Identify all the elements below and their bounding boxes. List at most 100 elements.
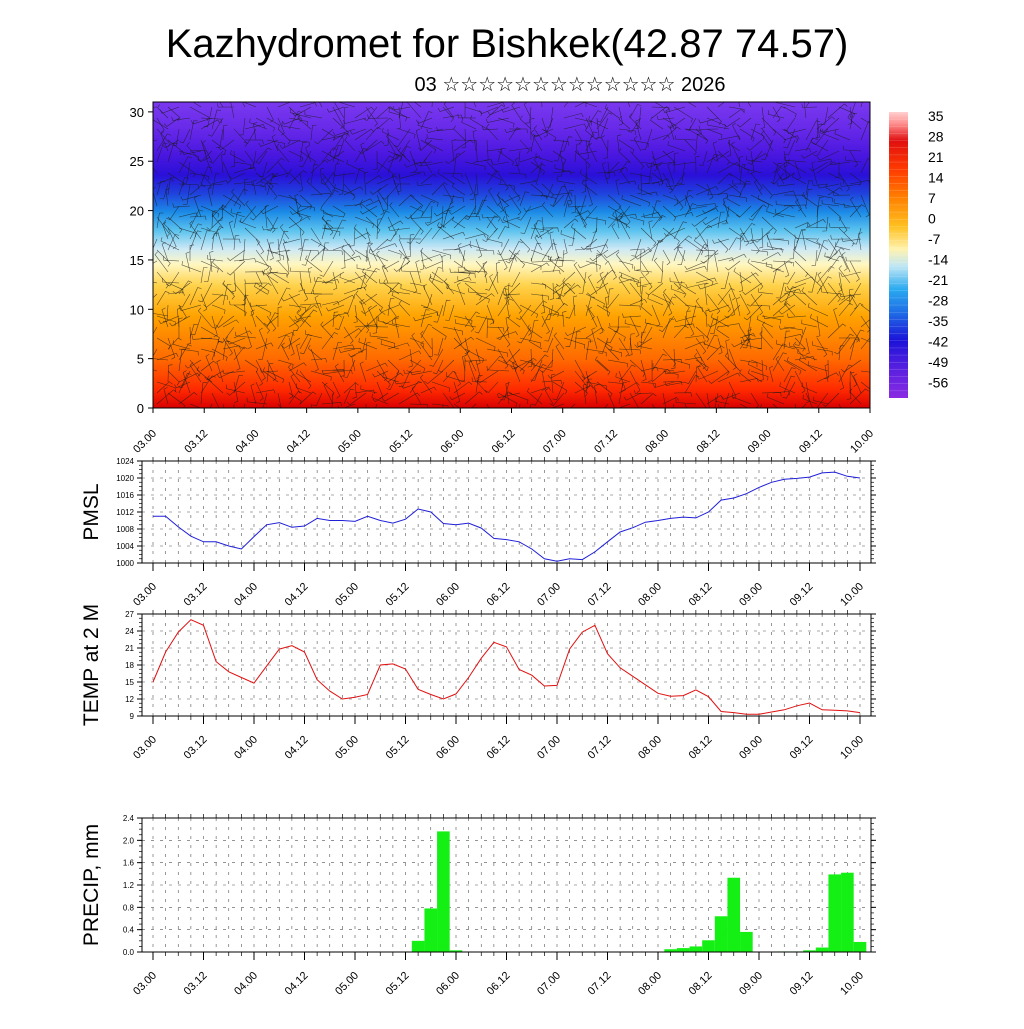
x-tick-label: 03.12 — [182, 734, 210, 762]
pmsl-panel: 1000 1004 1008 1012 1016 1020 1024 03.00 03.12 04… — [80, 457, 876, 609]
y-tick-label: 1004 — [116, 542, 134, 551]
heatmap-x-tick-label: 05.12 — [387, 428, 415, 456]
x-tick-label: 07.12 — [586, 581, 614, 609]
y-tick-label: 1012 — [116, 508, 134, 517]
x-tick-label: 07.12 — [586, 970, 614, 998]
x-tick-label: 06.00 — [434, 734, 462, 762]
x-tick-label: 09.00 — [737, 581, 765, 609]
x-tick-label: 08.12 — [687, 970, 715, 998]
pmsl-line — [153, 471, 861, 562]
precip-bar — [815, 947, 829, 952]
colorbar-label: 21 — [928, 149, 944, 165]
colorbar-label: -14 — [928, 252, 948, 268]
colorbar-label: 14 — [928, 170, 944, 186]
x-tick-label: 09.12 — [788, 734, 816, 762]
y-tick-label: 1000 — [116, 559, 134, 568]
x-tick-label: 06.12 — [485, 581, 513, 609]
temp-2m-axis-label: TEMP at 2 M — [80, 604, 103, 726]
precip-bar — [841, 872, 854, 952]
y-tick-label: 18 — [125, 661, 134, 670]
x-tick-label: 09.00 — [737, 970, 765, 998]
x-tick-label: 05.00 — [333, 581, 361, 609]
colorbar-label: 28 — [928, 129, 944, 145]
x-tick-label: 04.00 — [232, 970, 260, 998]
x-tick-label: 04.00 — [232, 581, 260, 609]
precip-bar — [411, 940, 425, 952]
x-tick-label: 05.12 — [384, 734, 412, 762]
heatmap-x-tick-label: 05.00 — [336, 428, 364, 456]
colorbar-label: 7 — [928, 190, 936, 206]
precip-bar — [664, 949, 677, 952]
colorbar-label: -35 — [928, 313, 948, 329]
x-tick-label: 05.00 — [333, 734, 361, 762]
precip-axis-label: PRECIP, mm — [80, 824, 103, 946]
y-tick-label: 0.4 — [123, 926, 135, 935]
x-tick-label: 04.00 — [232, 734, 260, 762]
x-tick-label: 08.00 — [636, 970, 664, 998]
colorbar-label: 35 — [928, 108, 944, 124]
y-tick-label: 0.0 — [123, 948, 135, 957]
heatmap-y-tick-label: 30 — [130, 105, 144, 120]
x-tick-label: 05.12 — [384, 581, 412, 609]
temp-2m-line — [152, 619, 861, 715]
heatmap-y-tick-label: 5 — [137, 352, 144, 367]
x-tick-label: 07.00 — [535, 581, 563, 609]
y-tick-label: 2.4 — [123, 814, 135, 823]
colorbar-label: -28 — [928, 293, 948, 309]
y-tick-label: 24 — [125, 627, 134, 636]
heatmap-x-tick-label: 08.00 — [643, 428, 671, 456]
y-tick-label: 27 — [125, 610, 134, 619]
colorbar-label: -56 — [928, 375, 948, 391]
precip-bar — [424, 908, 438, 952]
heatmap-x-tick-label: 10.00 — [848, 428, 876, 456]
heatmap-x-tick-label: 06.12 — [490, 428, 518, 456]
x-tick-label: 04.12 — [283, 734, 311, 762]
colorbar-label: 0 — [928, 211, 936, 227]
heatmap-x-tick-label: 07.00 — [541, 428, 569, 456]
x-tick-label: 03.00 — [131, 734, 159, 762]
y-tick-label: 1016 — [116, 491, 134, 500]
x-tick-label: 08.12 — [687, 734, 715, 762]
x-tick-label: 10.00 — [838, 581, 866, 609]
x-tick-label: 10.00 — [838, 734, 866, 762]
x-tick-label: 04.12 — [283, 970, 311, 998]
precip-bar — [727, 877, 741, 952]
x-tick-label: 06.00 — [434, 581, 462, 609]
precip-bar — [437, 831, 450, 952]
heatmap-field — [153, 102, 870, 408]
temperature-section-panel: 0 5 10 15 20 25 30 03.00 03.12 04.00 04.12 05.00 05.… — [130, 101, 876, 456]
y-tick-label: 9 — [130, 712, 135, 721]
x-tick-label: 09.12 — [788, 581, 816, 609]
x-tick-label: 03.00 — [131, 581, 159, 609]
x-tick-label: 06.12 — [485, 970, 513, 998]
colorbar-label: -42 — [928, 334, 948, 350]
heatmap-y-tick-label: 0 — [137, 401, 144, 416]
y-tick-label: 12 — [125, 695, 134, 704]
x-tick-label: 07.00 — [535, 970, 563, 998]
heatmap-y-tick-label: 20 — [130, 204, 144, 219]
x-tick-label: 04.12 — [283, 581, 311, 609]
precip-bar — [740, 931, 753, 952]
precip-bar — [676, 948, 690, 952]
x-tick-label: 03.00 — [131, 970, 159, 998]
x-tick-label: 08.12 — [687, 581, 715, 609]
x-tick-label: 09.00 — [737, 734, 765, 762]
x-tick-label: 07.00 — [535, 734, 563, 762]
wind-barbs — [153, 102, 870, 408]
y-tick-label: 1008 — [116, 525, 134, 534]
heatmap-x-tick-label: 03.12 — [182, 428, 210, 456]
heatmap-y-tick-label: 10 — [130, 302, 144, 317]
x-tick-label: 10.00 — [838, 970, 866, 998]
heatmap-y-tick-label: 15 — [130, 253, 144, 268]
x-tick-label: 06.12 — [485, 734, 513, 762]
heatmap-x-tick-label: 06.00 — [438, 428, 466, 456]
precip-panel: 0.0 0.4 0.8 1.2 1.6 2.0 2.4 03.00 03.12 04.00 04.1… — [80, 814, 876, 998]
y-tick-label: 0.8 — [123, 903, 135, 912]
x-tick-label: 05.00 — [333, 970, 361, 998]
precip-bar — [702, 940, 715, 952]
colorbar: 35 28 21 14 7 0 -7 -14 -21 -28 -35 -42 -49 -56 — [889, 108, 948, 398]
heatmap-x-tick-label: 07.12 — [592, 428, 620, 456]
x-tick-label: 08.00 — [636, 734, 664, 762]
